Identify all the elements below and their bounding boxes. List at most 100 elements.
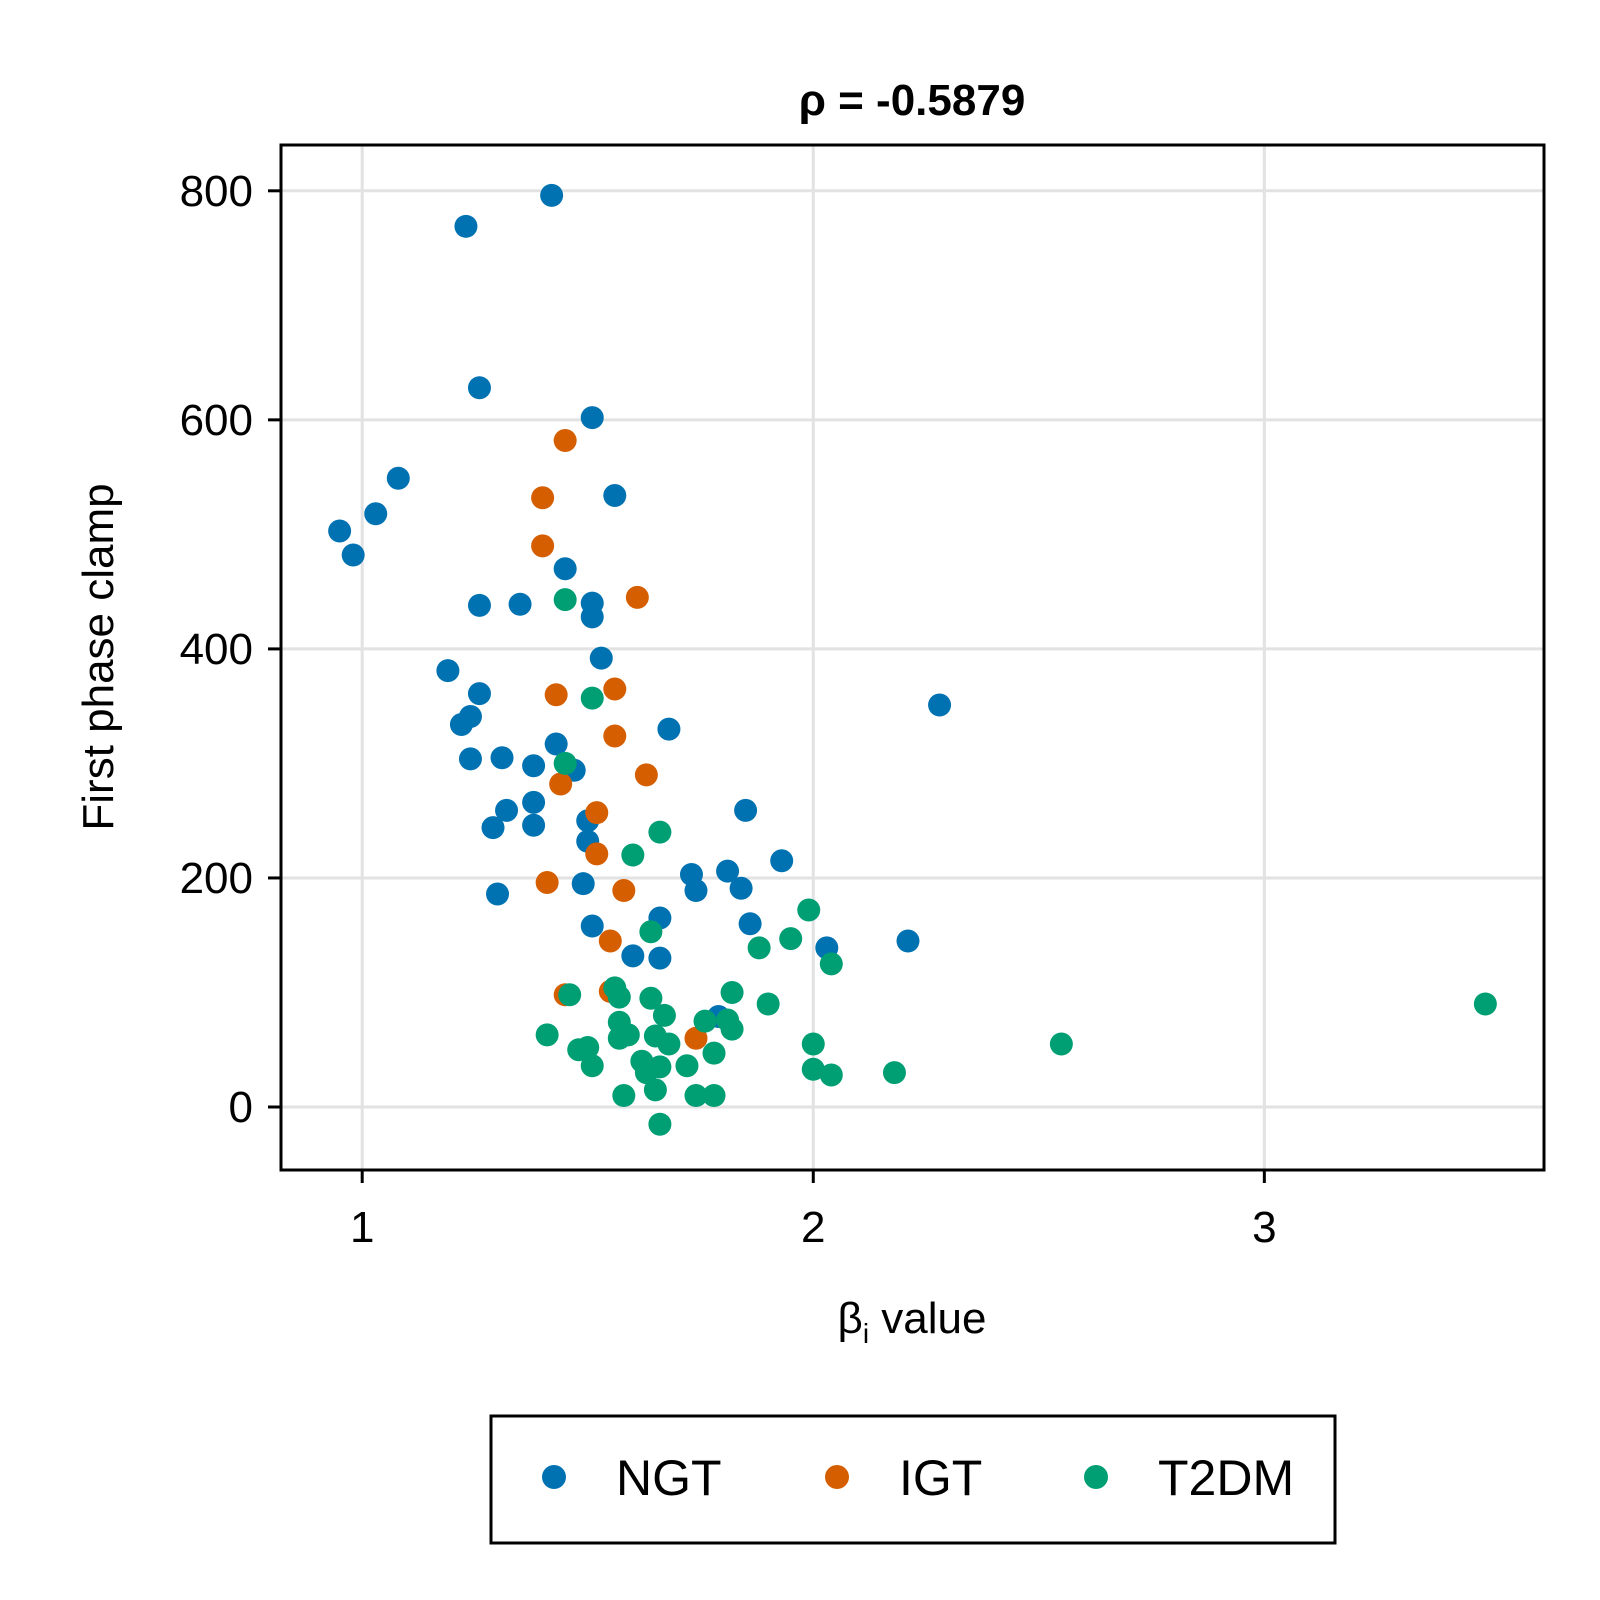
data-point-ngt: [458, 747, 482, 771]
x-axis-label: βi value: [838, 1294, 987, 1349]
x-tick-label: 1: [350, 1203, 374, 1252]
data-point-t2dm: [652, 1003, 676, 1027]
data-point-igt: [603, 677, 627, 701]
data-point-ngt: [544, 732, 568, 756]
data-point-ngt: [716, 859, 740, 883]
chart-title: ρ = -0.5879: [799, 76, 1026, 125]
legend-items: NGT IGT T2DM: [542, 1450, 1294, 1506]
data-point-ngt: [508, 592, 532, 616]
data-point-ngt: [589, 646, 613, 670]
data-point-ngt: [684, 879, 708, 903]
grid-lines: [281, 145, 1544, 1170]
data-point-ngt: [341, 543, 365, 567]
y-tick-label: 200: [180, 854, 253, 903]
data-point-igt: [603, 724, 627, 748]
legend: NGT IGT T2DM: [489, 1414, 1337, 1545]
legend-marker-t2dm: [1084, 1465, 1108, 1489]
x-tick-label: 3: [1252, 1203, 1276, 1252]
data-point-t2dm: [553, 588, 577, 612]
data-point-ngt: [522, 790, 546, 814]
data-point-ngt: [436, 659, 460, 683]
data-point-t2dm: [756, 992, 780, 1016]
data-point-ngt: [467, 682, 491, 706]
data-point-ngt: [481, 816, 505, 840]
data-point-ngt: [734, 798, 758, 822]
data-point-t2dm: [702, 1041, 726, 1065]
y-tick-label: 400: [180, 625, 253, 674]
data-point-t2dm: [535, 1023, 559, 1047]
data-point-ngt: [467, 376, 491, 400]
data-point-t2dm: [675, 1054, 699, 1078]
legend-label-t2dm: T2DM: [1158, 1450, 1294, 1506]
data-point-ngt: [486, 882, 510, 906]
y-tick-label: 0: [229, 1083, 253, 1132]
x-axis-label-subscript: i: [863, 1318, 869, 1349]
data-point-igt: [535, 871, 559, 895]
data-point-t2dm: [779, 927, 803, 951]
legend-marker-ngt: [542, 1465, 566, 1489]
data-point-t2dm: [643, 1078, 667, 1102]
data-point-t2dm: [684, 1084, 708, 1108]
data-point-igt: [598, 929, 622, 953]
y-tick-label: 800: [180, 167, 253, 216]
data-point-ngt: [454, 214, 478, 238]
data-point-t2dm: [639, 920, 663, 944]
data-point-t2dm: [882, 1061, 906, 1085]
data-point-t2dm: [693, 1009, 717, 1033]
data-point-ngt: [522, 754, 546, 778]
data-point-t2dm: [616, 1023, 640, 1047]
data-point-t2dm: [558, 983, 582, 1007]
data-point-t2dm: [720, 1017, 744, 1041]
data-point-t2dm: [553, 751, 577, 775]
data-point-t2dm: [1473, 992, 1497, 1016]
data-point-ngt: [657, 717, 681, 741]
data-point-t2dm: [607, 985, 631, 1009]
data-point-t2dm: [621, 843, 645, 867]
data-point-igt: [585, 842, 609, 866]
data-point-ngt: [553, 557, 577, 581]
data-point-t2dm: [747, 936, 771, 960]
data-point-t2dm: [819, 1063, 843, 1087]
data-point-ngt: [571, 872, 595, 896]
data-point-t2dm: [612, 1084, 636, 1108]
axis-ticks: 1 2 3 0 200 400 600 800: [180, 167, 1277, 1252]
data-point-igt: [625, 585, 649, 609]
legend-label-ngt: NGT: [616, 1450, 722, 1506]
data-point-ngt: [580, 605, 604, 629]
data-point-ngt: [386, 466, 410, 490]
y-tick-label: 600: [180, 396, 253, 445]
data-point-igt: [531, 486, 555, 510]
data-point-igt: [612, 879, 636, 903]
x-axis-label-text: value: [869, 1294, 986, 1343]
y-axis-label: First phase clamp: [74, 483, 123, 830]
data-point-ngt: [738, 912, 762, 936]
data-point-t2dm: [801, 1032, 825, 1056]
data-point-t2dm: [702, 1084, 726, 1108]
data-point-ngt: [522, 813, 546, 837]
data-point-ngt: [495, 798, 519, 822]
data-point-t2dm: [634, 1061, 658, 1085]
data-point-ngt: [490, 746, 514, 770]
data-point-igt: [549, 772, 573, 796]
data-point-t2dm: [797, 898, 821, 922]
legend-label-igt: IGT: [899, 1450, 982, 1506]
data-point-ngt: [580, 914, 604, 938]
data-point-t2dm: [657, 1032, 681, 1056]
data-point-igt: [531, 534, 555, 558]
data-point-t2dm: [1049, 1032, 1073, 1056]
data-point-igt: [585, 801, 609, 825]
data-point-ngt: [621, 944, 645, 968]
data-point-t2dm: [580, 686, 604, 710]
data-point-t2dm: [801, 1057, 825, 1081]
legend-box: [489, 1414, 1337, 1545]
data-point-t2dm: [567, 1038, 591, 1062]
plot-frame: [279, 143, 1546, 1172]
data-point-igt: [544, 683, 568, 707]
data-points: [328, 183, 1497, 1136]
x-tick-label: 2: [801, 1203, 825, 1252]
data-point-ngt: [896, 929, 920, 953]
data-point-ngt: [328, 519, 352, 543]
data-point-ngt: [770, 849, 794, 873]
data-point-t2dm: [639, 986, 663, 1010]
